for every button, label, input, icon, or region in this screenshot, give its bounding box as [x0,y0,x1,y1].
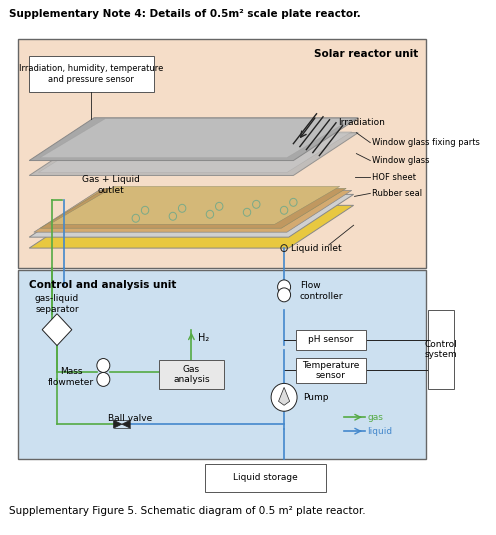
Text: Control
system: Control system [425,340,457,360]
Polygon shape [40,119,352,158]
Polygon shape [29,194,354,237]
Circle shape [271,384,297,411]
FancyBboxPatch shape [428,310,454,389]
Polygon shape [122,420,130,428]
FancyBboxPatch shape [18,39,426,268]
Text: HOF sheet: HOF sheet [372,173,416,182]
FancyBboxPatch shape [29,56,154,92]
Text: H₂: H₂ [198,333,209,342]
Circle shape [97,372,110,386]
Text: Control and analysis unit: Control and analysis unit [29,280,177,290]
Text: gas: gas [368,412,383,422]
FancyBboxPatch shape [296,357,366,384]
Text: Solar reactor unit: Solar reactor unit [314,49,419,59]
Text: Temperature
sensor: Temperature sensor [302,361,359,380]
FancyBboxPatch shape [296,330,366,349]
FancyBboxPatch shape [205,464,326,492]
Polygon shape [279,387,290,406]
Text: pH sensor: pH sensor [308,335,353,344]
Polygon shape [114,420,122,428]
Polygon shape [39,132,352,172]
Text: Pump: Pump [303,393,328,402]
FancyBboxPatch shape [159,360,224,389]
Text: Irradiation, humidity, temperature
and pressure sensor: Irradiation, humidity, temperature and p… [19,64,164,83]
Text: Mass
flowmeter: Mass flowmeter [48,368,94,387]
Polygon shape [29,205,354,248]
Text: Gas + Liquid
outlet: Gas + Liquid outlet [82,175,140,195]
Polygon shape [29,118,358,160]
Text: Supplementary Note 4: Details of 0.5m² scale plate reactor.: Supplementary Note 4: Details of 0.5m² s… [9,9,361,19]
FancyBboxPatch shape [18,270,426,459]
Polygon shape [29,133,358,175]
Text: Liquid inlet: Liquid inlet [291,243,341,253]
Polygon shape [50,186,340,224]
Text: Supplementary Figure 5. Schematic diagram of 0.5 m² plate reactor.: Supplementary Figure 5. Schematic diagra… [9,506,366,516]
Text: Window glass fixing parts: Window glass fixing parts [372,138,480,147]
Circle shape [278,288,291,302]
Circle shape [278,280,291,294]
Text: Gas
analysis: Gas analysis [173,365,210,384]
Polygon shape [42,314,72,346]
Polygon shape [40,188,346,228]
Text: Liquid storage: Liquid storage [233,473,298,483]
Text: liquid: liquid [368,426,393,435]
Text: Irradiation: Irradiation [338,118,385,127]
Polygon shape [34,190,352,232]
Text: gas-liquid
separator: gas-liquid separator [35,294,79,314]
Text: Window glass: Window glass [372,156,430,165]
Circle shape [97,358,110,372]
Text: Ball valve: Ball valve [108,414,152,423]
Text: Rubber seal: Rubber seal [372,189,422,198]
Text: Flow
controller: Flow controller [300,281,343,301]
